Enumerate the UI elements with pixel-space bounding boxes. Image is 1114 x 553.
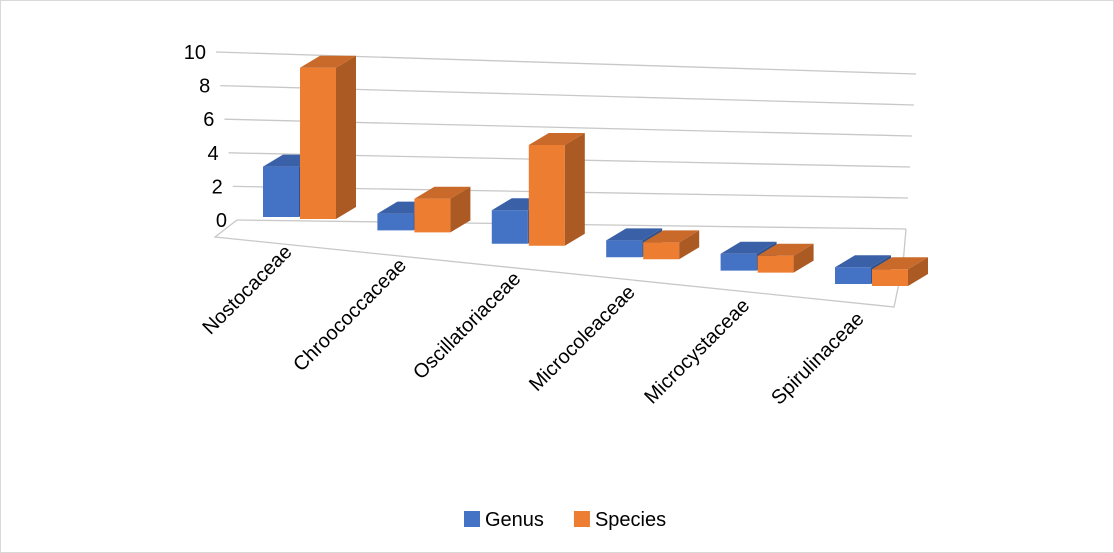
bar-species [872,257,928,286]
y-tick-label: 8 [199,76,210,98]
y-axis-ticks: 0 2 4 6 8 10 [184,42,227,232]
bar-species [643,230,700,260]
bar-top-face [872,257,928,270]
bar-top-face [414,186,471,199]
y-tick-label: 6 [203,109,214,131]
bar-species [528,133,585,246]
bar-front-face [300,67,336,219]
bar-species [757,243,814,273]
bar-side-face [679,230,700,260]
legend: Genus Species [464,509,666,531]
x-category-label: Nostocaceae [198,241,296,339]
bar-top-face [720,241,777,254]
bar-front-face [263,166,299,217]
x-category-label: Microcoleaceae [525,281,640,396]
bar-front-face [872,269,908,286]
legend-item: Genus [464,509,544,531]
bar-front-face [643,242,680,260]
y-tick-label: 2 [212,176,223,198]
legend-swatch [573,511,590,527]
x-category-label: Microcystaceae [640,295,754,409]
x-category-label: Chroococcaceae [289,254,411,376]
bar-front-face [414,198,451,233]
bar-side-face [793,243,814,273]
bar-top-face [835,255,891,268]
floor-edge [213,219,907,308]
y-tick-label: 0 [216,210,227,232]
bar-side-face [564,133,585,246]
legend-label: Species [595,509,666,531]
bar-species [300,55,356,219]
bar-top-face [643,230,700,243]
y-tick-label: 10 [184,42,206,64]
legend-label: Genus [485,509,544,531]
chart-floor [213,219,907,308]
bar-side-face [450,186,471,233]
legend-swatch [464,511,480,527]
x-category-label: Oscillatoriaceae [409,268,525,384]
bar-side-face [908,257,928,286]
y-tick-label: 4 [207,143,218,165]
bar-top-face [300,55,356,68]
bar-front-face [377,213,414,231]
bar-front-face [606,240,643,258]
bar-front-face [835,267,871,284]
bars [263,55,928,286]
gridline [215,51,917,75]
bar-front-face [757,255,794,273]
bar-front-face [528,145,565,246]
bar-side-face [336,55,356,219]
x-category-label: Spirulinaceae [767,308,868,409]
bar-species [414,186,471,233]
bar-front-face [720,253,757,271]
bar-front-face [491,210,528,244]
bar-top-face [757,243,814,256]
bar-top-face [528,133,585,145]
legend-item: Species [573,509,666,531]
bar-top-face [606,228,663,241]
